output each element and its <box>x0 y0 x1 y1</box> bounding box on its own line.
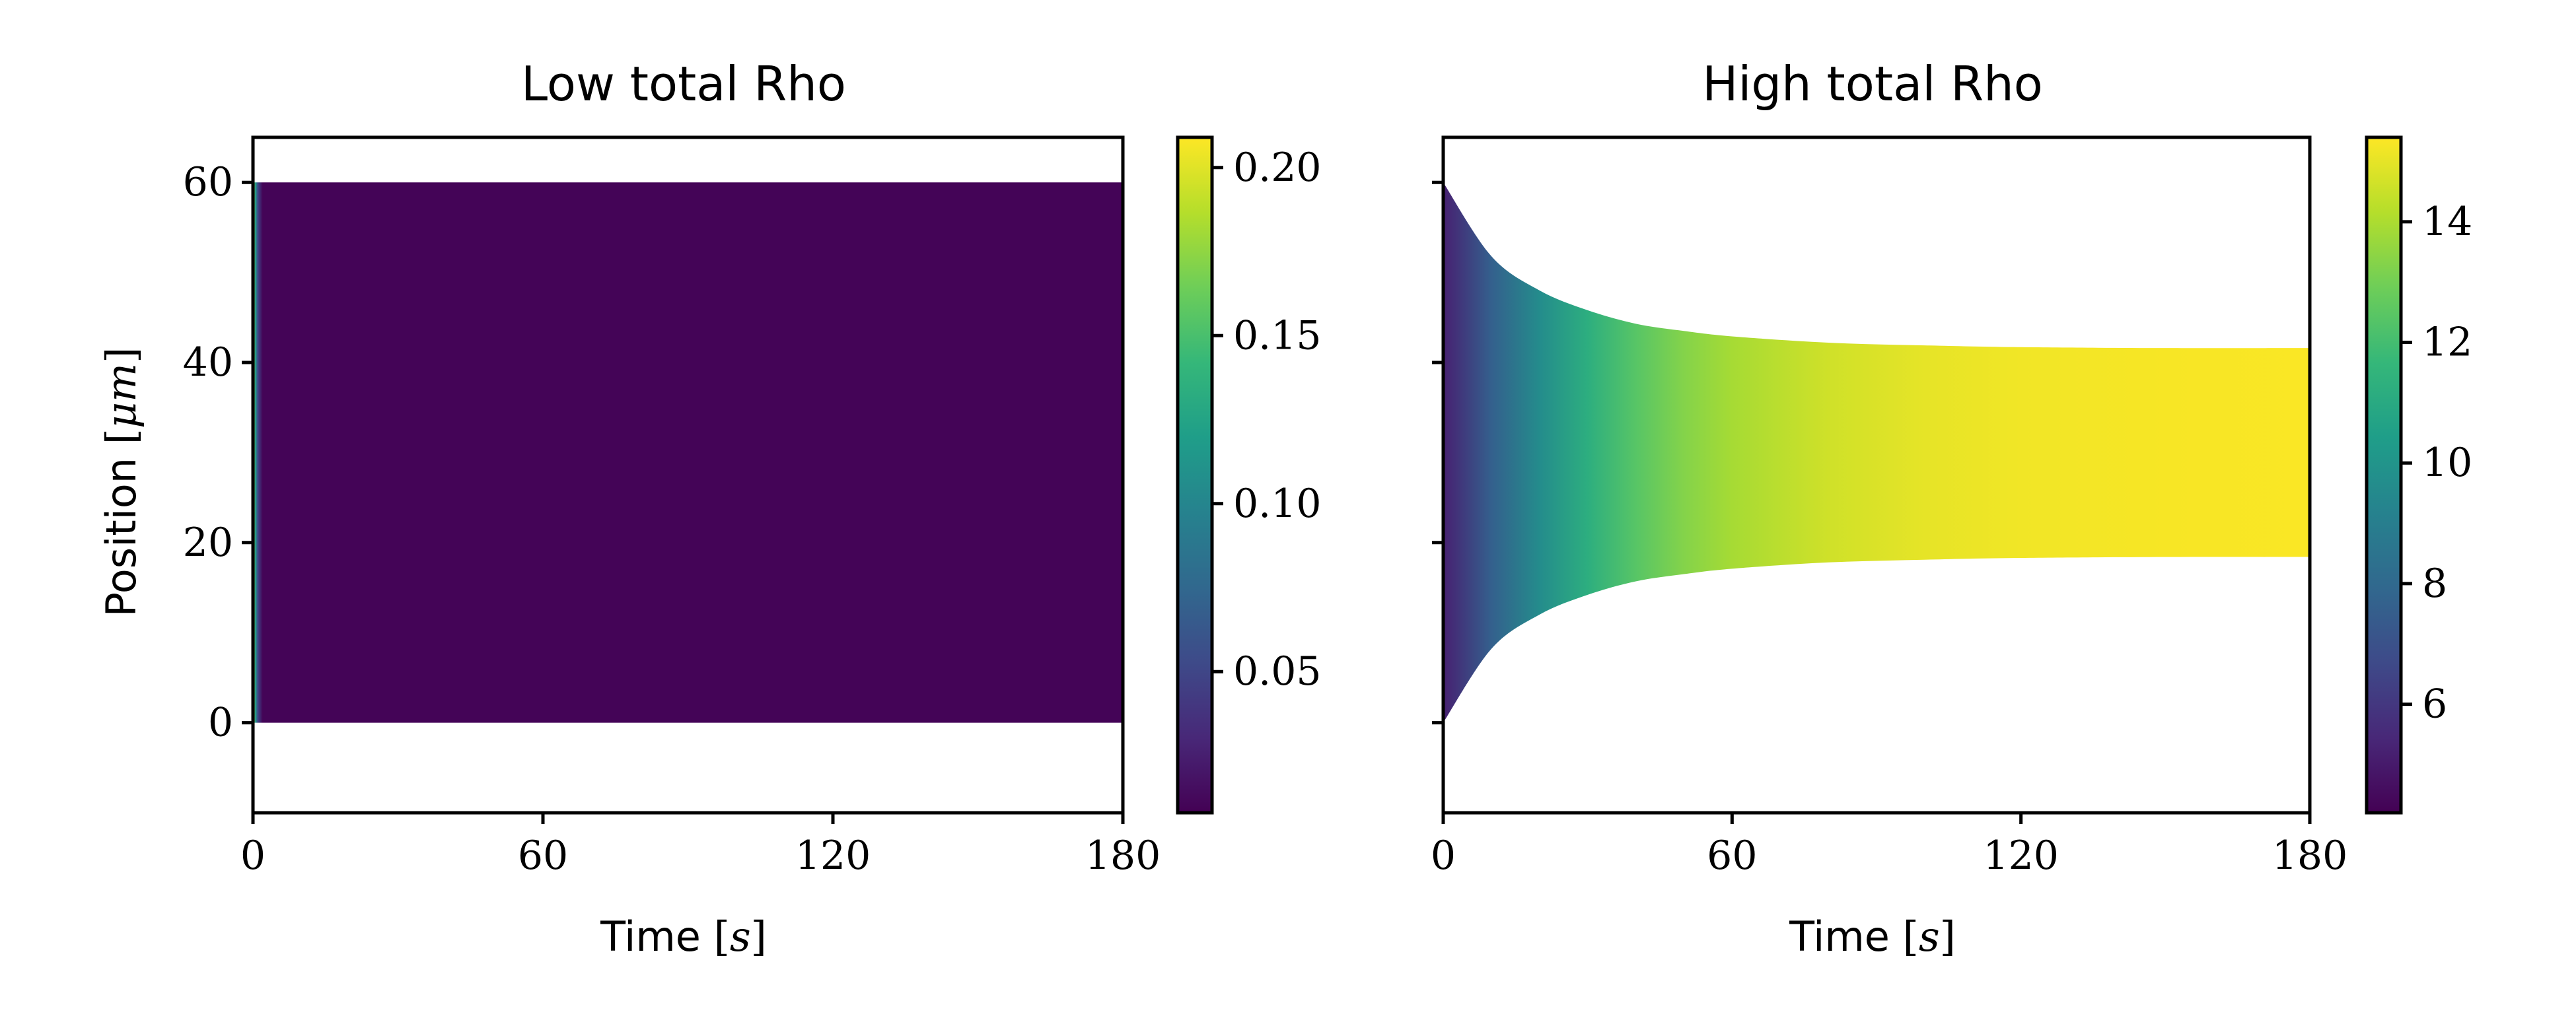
panel-high-x-tick-label: 180 <box>2272 833 2348 879</box>
panel-low-y-tick-label: 20 <box>183 520 233 566</box>
panel-high-colorbar <box>2367 137 2401 813</box>
panel-high-colorbar-tick-label: 6 <box>2422 681 2447 728</box>
panel-low-colorbar-tick-label: 0.15 <box>1233 312 1322 359</box>
panel-low-x-tick-label: 120 <box>795 833 871 879</box>
panel-high: High total Rho 0 60 120 180 Time [s] 6 8 10 12… <box>1431 56 2472 961</box>
panel-high-colorbar-tick-label: 12 <box>2422 320 2472 366</box>
panel-high-colorbar-ticks: 6 8 10 12 14 <box>2401 199 2472 728</box>
panel-high-x-axis-label-close-bracket: ] <box>1940 912 1956 961</box>
panel-low-colorbar-frame <box>1176 135 1214 815</box>
panel-low-x-axis-label-open-bracket: [ <box>714 912 730 961</box>
panel-high-x-tick-label: 120 <box>1983 833 2059 879</box>
panel-low-colorbar-tick-label: 0.05 <box>1233 648 1322 695</box>
panel-low-x-ticks: 0 60 120 180 <box>240 813 1161 879</box>
panel-low-title: Low total Rho <box>521 56 846 112</box>
panel-high-x-tick-label: 0 <box>1431 833 1456 879</box>
panel-high-concentration-field <box>1443 182 2310 723</box>
panel-high-title: High total Rho <box>1702 56 2043 112</box>
panel-low-x-tick-label: 180 <box>1085 833 1161 879</box>
panel-low-x-axis-label-unit: s <box>730 912 751 961</box>
panel-low-x-tick-label: 60 <box>518 833 568 879</box>
panel-high-colorbar-frame <box>2365 135 2403 815</box>
y-axis-label-unit: μm <box>97 363 145 429</box>
panel-low-x-axis-label-close-bracket: ] <box>751 912 767 961</box>
y-axis-label-text: Position <box>97 458 145 617</box>
panel-high-x-axis-label-text: Time <box>1789 912 1890 961</box>
panel-high-colorbar-tick-label: 8 <box>2422 561 2447 607</box>
panel-low-x-axis-label-text: Time <box>600 912 701 961</box>
y-axis-label: Position [μm] <box>97 347 145 617</box>
panel-high-x-axis-label-open-bracket: [ <box>1903 912 1919 961</box>
y-axis-label-close-bracket: ] <box>97 347 145 363</box>
panel-high-x-tick-label: 60 <box>1707 833 1757 879</box>
panel-low-x-axis-label: Time [s] <box>600 912 767 961</box>
y-axis-label-open-bracket: [ <box>97 429 145 444</box>
panel-high-x-axis-label: Time [s] <box>1789 912 1956 961</box>
panel-low-y-ticks: 0 20 40 60 <box>183 159 253 746</box>
panel-low-y-tick-label: 60 <box>183 159 233 205</box>
panel-low-colorbar-ticks: 0.05 0.10 0.15 0.20 <box>1212 145 1322 695</box>
panel-low-colorbar <box>1178 137 1212 813</box>
panel-high-axes-frame <box>1441 135 2312 815</box>
panel-high-y-ticks <box>1432 180 1443 725</box>
panel-high-x-ticks: 0 60 120 180 <box>1431 813 2347 879</box>
panel-low-colorbar-tick-label: 0.10 <box>1233 481 1322 527</box>
panel-low-y-tick-label: 40 <box>183 339 233 386</box>
panel-high-colorbar-tick-label: 14 <box>2422 199 2472 245</box>
panel-low-axes-frame <box>251 135 1125 815</box>
panel-low-concentration-field <box>253 182 1123 723</box>
panel-low-y-tick-label: 0 <box>208 700 233 746</box>
panel-low-colorbar-tick-label: 0.20 <box>1233 145 1322 191</box>
panel-high-colorbar-tick-label: 10 <box>2422 440 2472 486</box>
panel-high-x-axis-label-unit: s <box>1919 912 1940 961</box>
panel-low-x-tick-label: 0 <box>240 833 266 879</box>
